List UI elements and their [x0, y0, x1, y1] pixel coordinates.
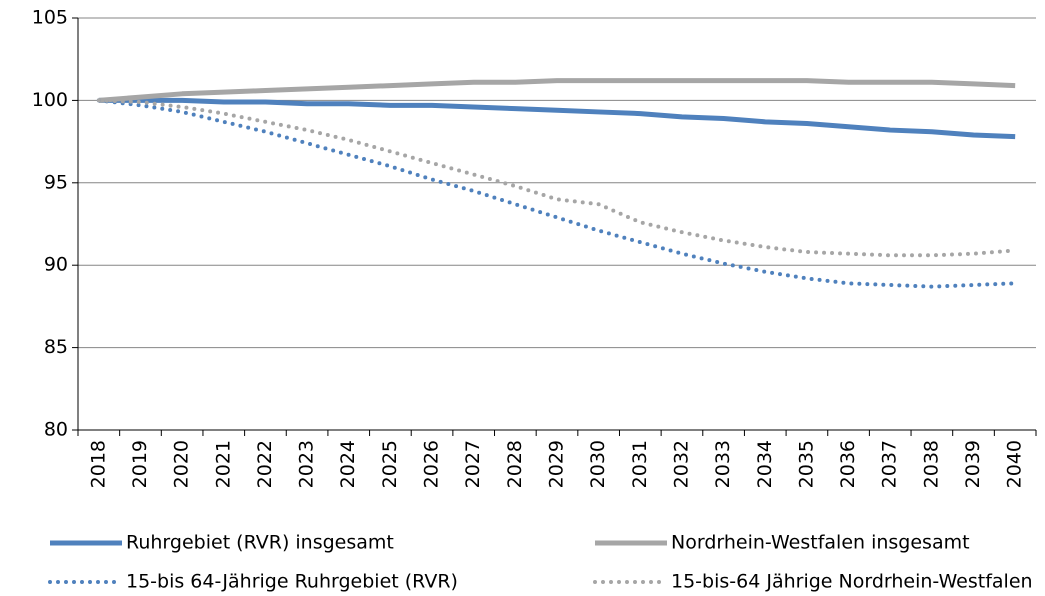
- x-tick-label: 2040: [1004, 440, 1026, 488]
- x-tick-label: 2037: [879, 440, 901, 488]
- line-series: [98, 78, 1016, 103]
- y-tick-label: 100: [32, 89, 68, 111]
- y-tick-label: 80: [44, 419, 68, 441]
- x-tick-label: 2029: [546, 440, 568, 488]
- x-tick-label: 2038: [920, 440, 942, 488]
- x-tick-label: 2034: [754, 440, 776, 488]
- legend-label: 15-bis-64 Jährige Nordrhein-Westfalen: [671, 571, 1033, 593]
- line-series: [98, 97, 1016, 140]
- line-series: [96, 98, 1018, 258]
- x-tick-label: 2027: [462, 440, 484, 488]
- x-tick-label: 2036: [837, 440, 859, 488]
- x-tick-label: 2018: [87, 440, 109, 488]
- y-tick-label: 105: [32, 7, 68, 29]
- x-tick-label: 2039: [962, 440, 984, 488]
- line-series: [96, 98, 1018, 289]
- x-tick-label: 2025: [379, 440, 401, 488]
- x-tick-label: 2032: [670, 440, 692, 488]
- x-tick-label: 2026: [421, 440, 443, 488]
- y-tick-label: 85: [44, 336, 68, 358]
- x-tick-label: 2021: [212, 440, 234, 488]
- legend-label: 15-bis 64-Jährige Ruhrgebiet (RVR): [126, 571, 458, 593]
- x-tick-label: 2023: [296, 440, 318, 488]
- x-tick-label: 2022: [254, 440, 276, 488]
- legend-label: Ruhrgebiet (RVR) insgesamt: [126, 532, 394, 554]
- x-tick-label: 2030: [587, 440, 609, 488]
- x-tick-label: 2028: [504, 440, 526, 488]
- x-tick-label: 2019: [129, 440, 151, 488]
- y-tick-label: 90: [44, 254, 68, 276]
- x-tick-label: 2031: [629, 440, 651, 488]
- x-tick-label: 2033: [712, 440, 734, 488]
- y-tick-label: 95: [44, 171, 68, 193]
- x-tick-label: 2035: [795, 440, 817, 488]
- x-tick-label: 2020: [171, 440, 193, 488]
- legend-label: Nordrhein-Westfalen insgesamt: [671, 532, 970, 554]
- x-tick-label: 2024: [337, 440, 359, 488]
